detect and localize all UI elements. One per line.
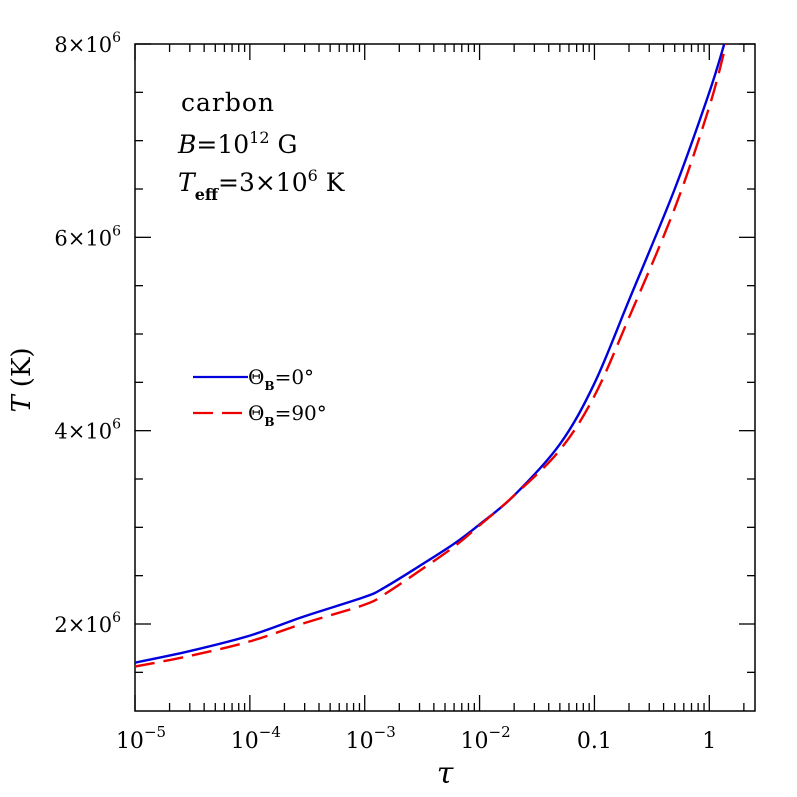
y-tick-label-mantissa: 8×10 [54, 33, 112, 57]
x-tick-label-exp: −3 [374, 723, 396, 741]
legend-label-1-val: =90° [275, 401, 327, 425]
x-tick-label: 0.1 [577, 729, 612, 754]
series-line-1 [135, 44, 728, 668]
annotation-teff-exp: 6 [308, 166, 318, 185]
y-tick-label-mantissa: 4×10 [54, 420, 112, 444]
x-tick-label: 10−5 [116, 723, 166, 754]
axis-ticks [134, 43, 755, 711]
x-tick-label-exp: −5 [144, 723, 166, 741]
y-tick-label: 6×106 [54, 223, 121, 250]
y-tick-label-exp: 6 [112, 417, 121, 433]
x-tick-label: 1 [702, 729, 716, 754]
x-tick-label-base: 0.1 [577, 729, 612, 754]
legend-label-1-sym: Θ [248, 401, 264, 425]
y-tick-label-exp: 6 [112, 610, 121, 626]
y-axis-label-var: T [7, 394, 37, 413]
annotation-field: B=1012 G [177, 128, 297, 159]
x-axis-label: τ [437, 756, 454, 791]
annotation-teff-unit: K [318, 168, 346, 197]
annotation-teff-eq: =3×10 [218, 168, 308, 197]
y-axis-label-unit: (K) [7, 347, 37, 387]
annotation-teff: Teff=3×106 K [178, 166, 346, 204]
x-tick-label-base: 10 [231, 729, 259, 754]
legend-label-0-sym: Θ [248, 365, 264, 389]
annotation-teff-sub: eff [195, 185, 219, 204]
x-tick-label-base: 10 [116, 729, 144, 754]
plot-annotation: carbon B=1012 G Teff=3×106 K [177, 88, 346, 204]
annotation-element: carbon [181, 88, 275, 117]
y-tick-label: 8×106 [54, 30, 121, 57]
y-tick-label-mantissa: 6×10 [54, 226, 112, 250]
legend-label-0: ΘB=0° [248, 365, 314, 393]
x-tick-label-base: 10 [346, 729, 374, 754]
legend-label-1: ΘB=90° [248, 401, 327, 429]
x-tick-labels: 10−5 10−4 10−3 10−2 0.1 1 [116, 723, 716, 754]
data-series [135, 44, 728, 668]
annotation-field-var: B [177, 130, 196, 159]
y-tick-label-exp: 6 [112, 30, 121, 46]
x-tick-label: 10−3 [346, 723, 396, 754]
annotation-field-eq: =10 [196, 130, 249, 159]
legend-label-0-sub: B [264, 379, 274, 393]
y-tick-label-mantissa: 2×10 [54, 613, 112, 637]
legend-label-1-sub: B [264, 415, 274, 429]
y-axis-label: T (K) [7, 347, 37, 412]
y-tick-label: 2×106 [54, 610, 121, 637]
x-tick-label-base: 1 [702, 729, 716, 754]
annotation-field-unit: G [270, 130, 298, 159]
annotation-teff-var: T [178, 168, 197, 197]
x-tick-label: 10−4 [231, 723, 281, 754]
x-tick-label: 10−2 [461, 723, 511, 754]
legend: ΘB=0° ΘB=90° [193, 365, 327, 429]
y-tick-label-exp: 6 [112, 223, 121, 239]
x-tick-label-exp: −4 [259, 723, 281, 741]
legend-label-0-val: =0° [275, 365, 314, 389]
x-tick-label-exp: −2 [489, 723, 511, 741]
x-tick-label-base: 10 [461, 729, 489, 754]
y-tick-label: 4×106 [54, 417, 121, 444]
annotation-field-exp: 12 [249, 128, 269, 147]
